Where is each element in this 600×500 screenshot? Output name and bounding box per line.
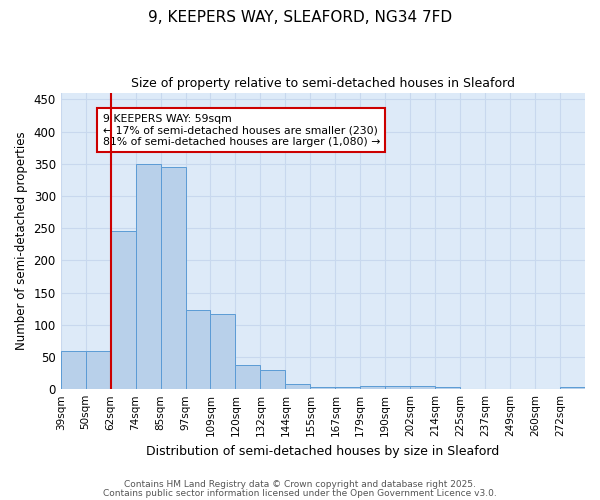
Bar — [510, 388, 535, 389]
Bar — [435, 386, 460, 389]
Text: Contains public sector information licensed under the Open Government Licence v3: Contains public sector information licen… — [103, 489, 497, 498]
Text: Contains HM Land Registry data © Crown copyright and database right 2025.: Contains HM Land Registry data © Crown c… — [124, 480, 476, 489]
Bar — [286, 384, 310, 389]
X-axis label: Distribution of semi-detached houses by size in Sleaford: Distribution of semi-detached houses by … — [146, 444, 499, 458]
Text: 9 KEEPERS WAY: 59sqm
← 17% of semi-detached houses are smaller (230)
81% of semi: 9 KEEPERS WAY: 59sqm ← 17% of semi-detac… — [103, 114, 380, 147]
Bar — [136, 164, 161, 389]
Bar — [260, 370, 286, 389]
Bar — [235, 364, 260, 389]
Y-axis label: Number of semi-detached properties: Number of semi-detached properties — [15, 132, 28, 350]
Bar — [335, 387, 360, 389]
Bar — [535, 388, 560, 389]
Bar — [161, 167, 185, 389]
Bar — [211, 314, 235, 389]
Bar — [185, 310, 211, 389]
Bar — [385, 386, 410, 389]
Bar — [310, 387, 335, 389]
Bar — [110, 232, 136, 389]
Bar — [560, 387, 585, 389]
Bar — [360, 386, 385, 389]
Text: 9, KEEPERS WAY, SLEAFORD, NG34 7FD: 9, KEEPERS WAY, SLEAFORD, NG34 7FD — [148, 10, 452, 25]
Bar — [460, 388, 485, 389]
Bar — [485, 388, 510, 389]
Bar — [410, 386, 435, 389]
Bar — [61, 350, 86, 389]
Title: Size of property relative to semi-detached houses in Sleaford: Size of property relative to semi-detach… — [131, 78, 515, 90]
Bar — [86, 350, 110, 389]
